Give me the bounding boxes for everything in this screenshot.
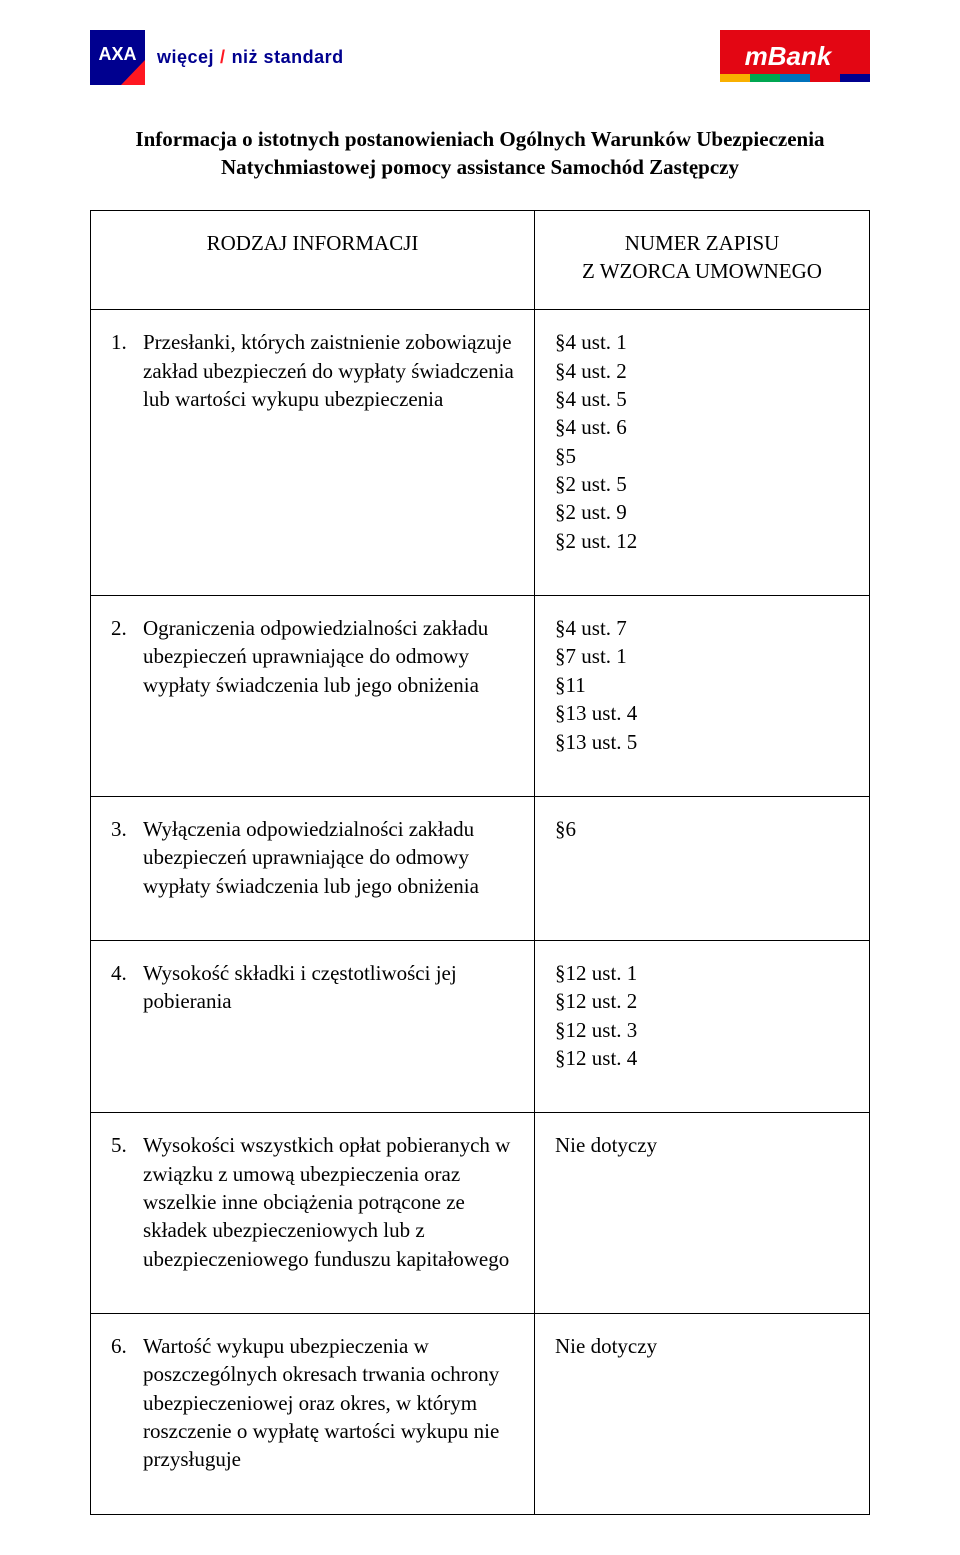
reference-item: §12 ust. 2 — [555, 987, 849, 1015]
svg-text:AXA: AXA — [98, 44, 136, 64]
mbank-logo-icon: mBank — [720, 30, 870, 82]
reference-item: §13 ust. 5 — [555, 728, 849, 756]
reference-item: Nie dotyczy — [555, 1332, 849, 1360]
table-row: 6. Wartość wykupu ubezpieczenia w poszcz… — [91, 1313, 870, 1514]
reference-item: §2 ust. 9 — [555, 498, 849, 526]
info-table: RODZAJ INFORMACJI NUMER ZAPISU Z WZORCA … — [90, 210, 870, 1515]
table-header-right: NUMER ZAPISU Z WZORCA UMOWNEGO — [535, 210, 870, 310]
table-row: 1. Przesłanki, których zaistnienie zobow… — [91, 310, 870, 596]
row-number: 6. — [111, 1332, 133, 1474]
axa-tagline-left: więcej — [157, 47, 214, 68]
row-left-cell: 5. Wysokości wszystkich opłat pobieranyc… — [91, 1113, 535, 1314]
axa-logo-icon: AXA — [90, 30, 145, 85]
header-row: AXA więcej / niż standard mBank — [90, 30, 870, 85]
row-right-cell: §12 ust. 1 §12 ust. 2 §12 ust. 3 §12 ust… — [535, 940, 870, 1112]
reference-item: §7 ust. 1 — [555, 642, 849, 670]
reference-item: §6 — [555, 815, 849, 843]
header-right-line1: NUMER ZAPISU — [625, 231, 780, 255]
axa-tagline-right: niż standard — [232, 47, 344, 68]
row-left-cell: 3. Wyłączenia odpowiedzialności zakładu … — [91, 796, 535, 940]
reference-item: §12 ust. 3 — [555, 1016, 849, 1044]
axa-tagline-slash-icon: / — [220, 47, 226, 68]
reference-item: §2 ust. 12 — [555, 527, 849, 555]
title-line-1: Informacja o istotnych postanowieniach O… — [135, 127, 824, 151]
document-title: Informacja o istotnych postanowieniach O… — [130, 125, 830, 182]
row-description: Wyłączenia odpowiedzialności zakładu ube… — [143, 815, 514, 900]
row-description: Ograniczenia odpowiedzialności zakładu u… — [143, 614, 514, 699]
reference-item: §12 ust. 4 — [555, 1044, 849, 1072]
header-right-line2: Z WZORCA UMOWNEGO — [582, 259, 822, 283]
row-left-cell: 4. Wysokość składki i częstotliwości jej… — [91, 940, 535, 1112]
row-left-cell: 6. Wartość wykupu ubezpieczenia w poszcz… — [91, 1313, 535, 1514]
row-number: 5. — [111, 1131, 133, 1273]
row-right-cell: §4 ust. 1 §4 ust. 2 §4 ust. 5 §4 ust. 6 … — [535, 310, 870, 596]
reference-item: §2 ust. 5 — [555, 470, 849, 498]
reference-item: §5 — [555, 442, 849, 470]
table-row: 5. Wysokości wszystkich opłat pobieranyc… — [91, 1113, 870, 1314]
page: AXA więcej / niż standard mBank Informac… — [0, 0, 960, 1555]
row-description: Wysokości wszystkich opłat pobieranych w… — [143, 1131, 514, 1273]
row-right-cell: §6 — [535, 796, 870, 940]
row-number: 3. — [111, 815, 133, 900]
row-description: Przesłanki, których zaistnienie zobowiąz… — [143, 328, 514, 413]
reference-item: Nie dotyczy — [555, 1131, 849, 1159]
table-row: 2. Ograniczenia odpowiedzialności zakład… — [91, 596, 870, 797]
row-right-cell: Nie dotyczy — [535, 1113, 870, 1314]
row-left-cell: 1. Przesłanki, których zaistnienie zobow… — [91, 310, 535, 596]
table-header-left: RODZAJ INFORMACJI — [91, 210, 535, 310]
row-description: Wysokość składki i częstotliwości jej po… — [143, 959, 514, 1016]
row-right-cell: §4 ust. 7 §7 ust. 1 §11 §13 ust. 4 §13 u… — [535, 596, 870, 797]
row-number: 4. — [111, 959, 133, 1016]
table-row: 4. Wysokość składki i częstotliwości jej… — [91, 940, 870, 1112]
reference-item: §13 ust. 4 — [555, 699, 849, 727]
reference-item: §4 ust. 1 — [555, 328, 849, 356]
reference-item: §11 — [555, 671, 849, 699]
axa-tagline: więcej / niż standard — [157, 47, 344, 68]
axa-logo-block: AXA więcej / niż standard — [90, 30, 344, 85]
row-left-cell: 2. Ograniczenia odpowiedzialności zakład… — [91, 596, 535, 797]
reference-item: §12 ust. 1 — [555, 959, 849, 987]
row-right-cell: Nie dotyczy — [535, 1313, 870, 1514]
title-line-2: Natychmiastowej pomocy assistance Samoch… — [221, 155, 739, 179]
table-header-row: RODZAJ INFORMACJI NUMER ZAPISU Z WZORCA … — [91, 210, 870, 310]
row-number: 2. — [111, 614, 133, 699]
svg-text:mBank: mBank — [745, 41, 833, 71]
reference-item: §4 ust. 7 — [555, 614, 849, 642]
row-number: 1. — [111, 328, 133, 413]
reference-item: §4 ust. 6 — [555, 413, 849, 441]
table-row: 3. Wyłączenia odpowiedzialności zakładu … — [91, 796, 870, 940]
row-description: Wartość wykupu ubezpieczenia w poszczegó… — [143, 1332, 514, 1474]
reference-item: §4 ust. 5 — [555, 385, 849, 413]
reference-item: §4 ust. 2 — [555, 357, 849, 385]
